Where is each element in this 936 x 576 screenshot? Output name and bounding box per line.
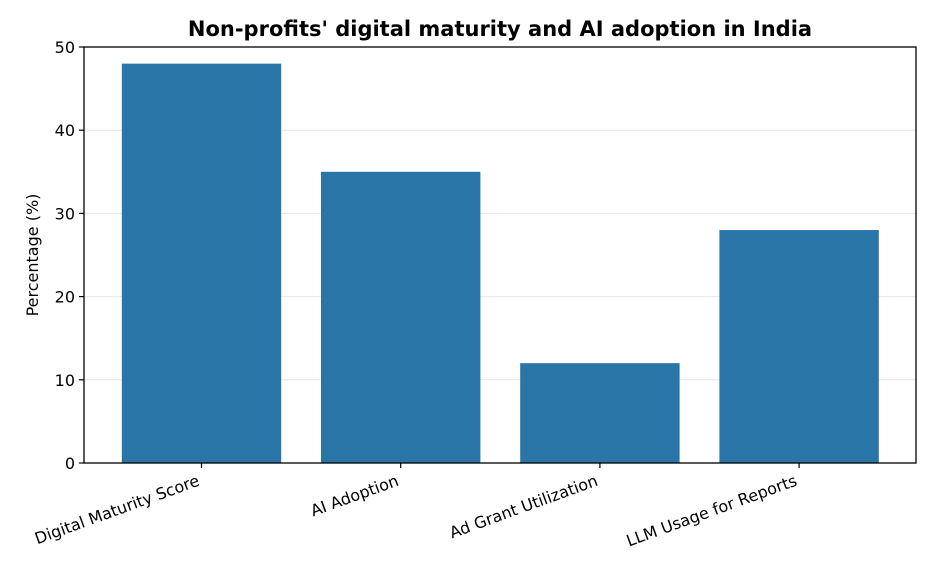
bar-1	[121, 63, 282, 463]
y-tick-label-20: 20	[55, 288, 75, 307]
x-tick-label-3: Ad Grant Utilization	[447, 471, 600, 542]
x-tick-label-1: Digital Maturity Score	[32, 471, 202, 548]
bar-4	[719, 230, 879, 463]
y-tick-label-30: 30	[55, 204, 75, 223]
x-tick-label-2: AI Adoption	[308, 471, 401, 520]
bars	[121, 63, 879, 464]
chart-title: Non-profits' digital maturity and AI ado…	[188, 17, 812, 41]
y-tick-label-40: 40	[55, 121, 75, 140]
y-axis-label: Percentage (%)	[23, 194, 42, 317]
bar-3	[520, 363, 680, 463]
plot-frame	[83, 46, 917, 464]
y-tick-label-50: 50	[55, 38, 75, 57]
x-axis-ticks: Digital Maturity Score AI Adoption Ad Gran…	[32, 463, 800, 550]
y-tick-label-10: 10	[55, 371, 75, 390]
bar-2	[321, 171, 481, 464]
y-axis-ticks: 0 10 20 30 40 50	[55, 38, 84, 473]
y-tick-label-0: 0	[65, 454, 75, 473]
x-tick-label-4: LLM Usage for Reports	[624, 471, 800, 550]
